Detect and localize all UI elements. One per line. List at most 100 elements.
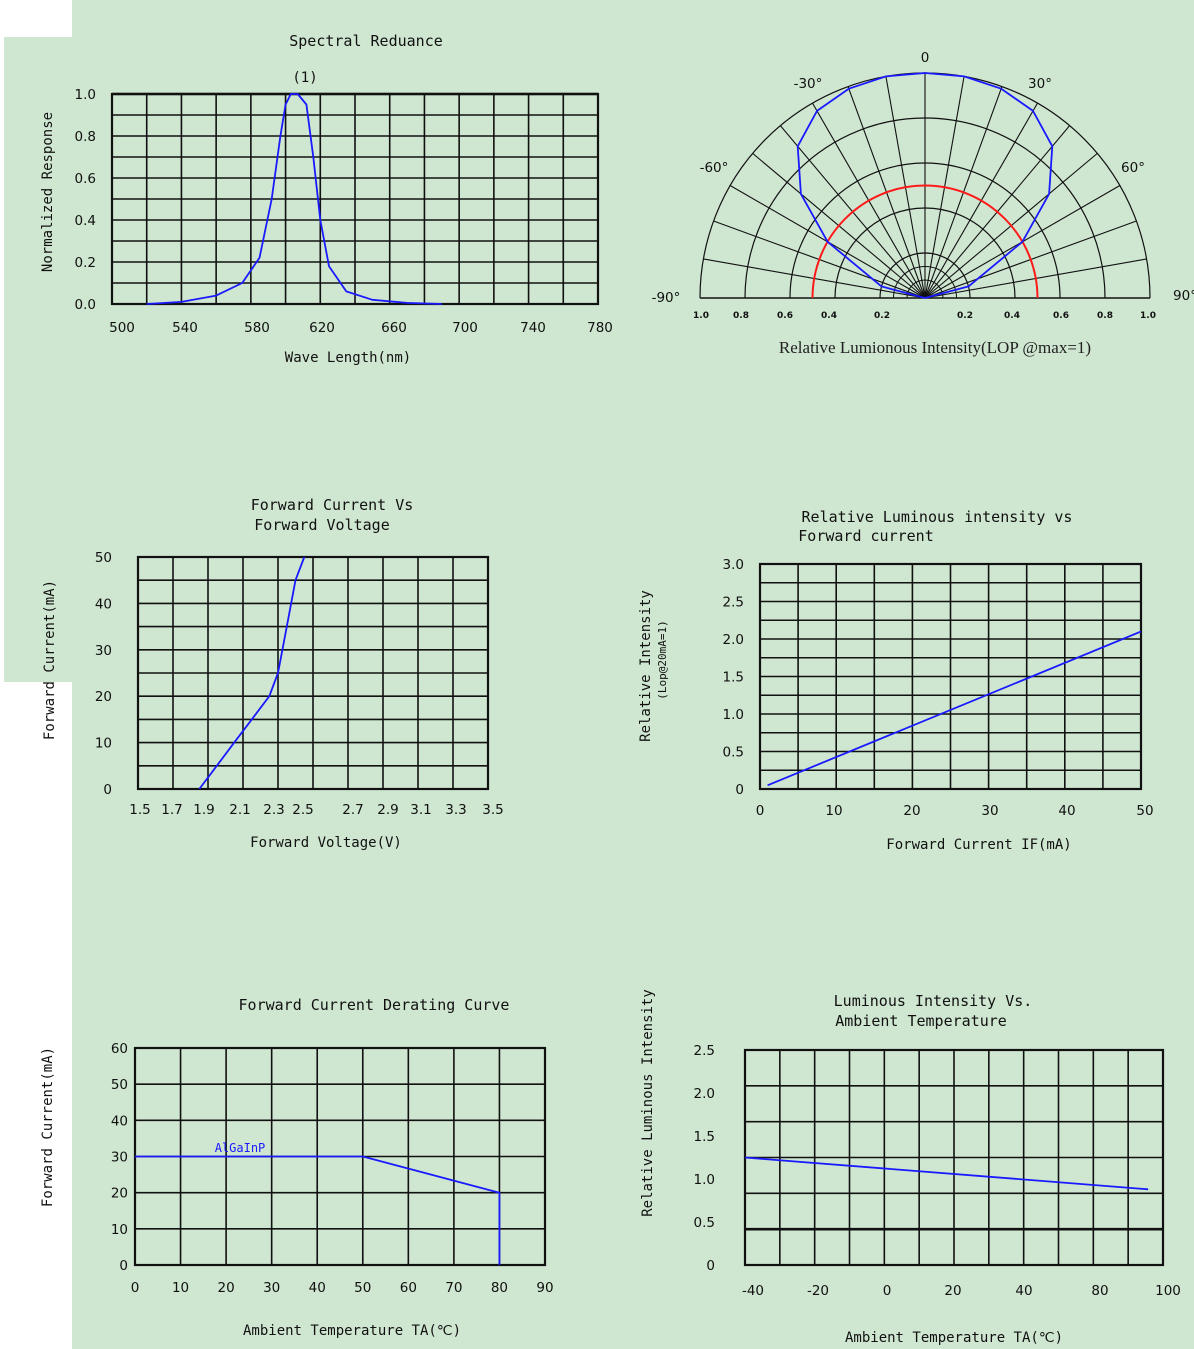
- polar-radial-tick-right: 1.0: [1140, 311, 1156, 321]
- y-tick-label: 30: [95, 643, 112, 659]
- x-tick-label: 2.9: [377, 802, 398, 818]
- polar-reference-circle: [811, 184, 1039, 299]
- y-tick-label: 0.5: [723, 745, 744, 761]
- x-tick-label: 3.3: [445, 802, 466, 818]
- y-tick-label: 60: [111, 1041, 128, 1057]
- x-tick-label: 50: [1136, 803, 1153, 819]
- plot-frame: [110, 92, 600, 306]
- x-tick-label: 780: [587, 320, 613, 336]
- if-vf-title: Forward Current Vs: [251, 496, 414, 514]
- series-line: [146, 93, 442, 305]
- iv-if-xlabel: Forward Current IF(mA): [886, 837, 1071, 853]
- derating-chart: Forward Current Derating Curve Ambient T…: [40, 996, 554, 1339]
- x-tick-label: -20: [807, 1283, 829, 1299]
- derating-annotation: AlGaInP: [215, 1141, 266, 1155]
- iv-if-title-line2: Forward current: [798, 527, 933, 545]
- y-tick-label: 1.0: [75, 87, 96, 103]
- y-tick-label: 10: [111, 1222, 128, 1238]
- y-tick-label: 0.8: [75, 129, 96, 145]
- y-tick-label: 2.5: [694, 1043, 715, 1059]
- y-tick-label: 0.6: [75, 171, 96, 187]
- plot-frame: [758, 562, 1143, 791]
- y-tick-label: 0.2: [75, 255, 96, 271]
- x-tick-label: 40: [309, 1280, 326, 1296]
- series-line: [744, 1156, 1149, 1191]
- iv-if-ylabel: Relative Intensity: [638, 590, 654, 742]
- x-tick-label: 60: [400, 1280, 417, 1296]
- y-tick-label: 20: [111, 1186, 128, 1202]
- polar-angle-label: -30°: [794, 76, 823, 92]
- x-tick-label: 1.9: [193, 802, 214, 818]
- polar-angle-label: 60°: [1121, 160, 1145, 176]
- polar-plot: 0 -30° 30° -60° 60° -90° 90° 1.0 0.8 0.6 0.4 0.2 0.2…: [652, 50, 1194, 321]
- iv-if-ylabel-line2: (Lop@20mA=1): [656, 620, 669, 699]
- x-tick-label: 30: [263, 1280, 280, 1296]
- y-tick-label: 0.4: [75, 213, 96, 229]
- y-tick-label: 2.0: [694, 1086, 715, 1102]
- derating-ylabel: Forward Current(mA): [40, 1047, 56, 1207]
- x-tick-label: 90: [536, 1280, 553, 1296]
- x-tick-label: 660: [381, 320, 407, 336]
- x-tick-label: 620: [309, 320, 335, 336]
- series-line: [135, 1155, 501, 1265]
- series-line: [767, 630, 1142, 787]
- polar-pattern-line: [796, 72, 1054, 299]
- derating-plot: 0 10 20 30 40 50 60 70 80 90 0 10 20 30 40 50 60: [111, 1041, 554, 1296]
- y-tick-label: 50: [111, 1077, 128, 1093]
- x-tick-label: 2.5: [292, 802, 313, 818]
- x-tick-label: 3.1: [410, 802, 431, 818]
- derating-xlabel: Ambient Temperature TA(℃): [243, 1323, 461, 1339]
- x-tick-label: 2.1: [229, 802, 250, 818]
- y-tick-label: 2.5: [723, 595, 744, 611]
- y-tick-label: 0: [735, 782, 744, 798]
- iv-if-plot: 0 10 20 30 40 50 0 0.5 1.0 1.5 2.0 2.5 3.0: [723, 557, 1154, 819]
- if-vf-plot: 1.5 1.7 1.9 2.1 2.3 2.5 2.7 2.9 3.1 3.3 3.5 0 10 20 30…: [95, 550, 504, 818]
- x-tick-label: 2.7: [342, 802, 363, 818]
- polar-radial-tick-left: 0.8: [733, 311, 749, 321]
- polar-xlabel: Relative Lumionous Intensity(LOP @max=1): [779, 338, 1091, 357]
- background-panel: [72, 0, 1194, 1349]
- series-line: [198, 556, 306, 790]
- y-tick-label: 40: [111, 1113, 128, 1129]
- y-tick-label: 1.0: [723, 707, 744, 723]
- y-tick-label: 1.5: [694, 1129, 715, 1145]
- x-tick-label: 740: [520, 320, 546, 336]
- x-tick-label: 1.7: [161, 802, 182, 818]
- background-corner: [0, 0, 72, 37]
- derating-title: Forward Current Derating Curve: [239, 996, 510, 1014]
- iv-ta-chart: Luminous Intensity Vs. Ambient Temperatu…: [640, 989, 1181, 1346]
- x-tick-label: -40: [742, 1283, 764, 1299]
- y-tick-label: 20: [95, 689, 112, 705]
- x-tick-label: 10: [172, 1280, 189, 1296]
- y-tick-label: 0: [103, 782, 112, 798]
- y-tick-label: 1.5: [723, 670, 744, 686]
- x-tick-label: 580: [244, 320, 270, 336]
- x-tick-label: 0: [756, 803, 765, 819]
- x-tick-label: 50: [354, 1280, 371, 1296]
- if-vf-title-line2: Forward Voltage: [254, 516, 389, 534]
- if-vf-ylabel: Forward Current(mA): [42, 580, 58, 740]
- x-tick-label: 1.5: [129, 802, 150, 818]
- polar-angle-label: -60°: [700, 160, 729, 176]
- polar-radial-tick-left: 0.4: [821, 311, 837, 321]
- x-tick-label: 20: [944, 1283, 961, 1299]
- iv-ta-title-line2: Ambient Temperature: [835, 1012, 1007, 1030]
- polar-angle-label: 30°: [1028, 76, 1052, 92]
- polar-radial-tick-left: 0.2: [874, 311, 890, 321]
- x-tick-label: 80: [1091, 1283, 1108, 1299]
- spectral-title: Spectral Reduance: [289, 32, 443, 50]
- spectral-annotation: (1): [292, 70, 317, 86]
- x-tick-label: 3.5: [482, 802, 503, 818]
- y-tick-label: 1.0: [694, 1172, 715, 1188]
- polar-radial-tick-left: 0.6: [777, 311, 793, 321]
- y-tick-label: 40: [95, 596, 112, 612]
- polar-radial-tick-left: 1.0: [693, 311, 709, 321]
- if-vf-xlabel: Forward Voltage(V): [250, 835, 402, 851]
- polar-radial-tick-right: 0.2: [957, 311, 973, 321]
- y-tick-label: 2.0: [723, 632, 744, 648]
- y-tick-label: 50: [95, 550, 112, 566]
- polar-angle-label: -90°: [652, 290, 681, 306]
- x-tick-label: 40: [1015, 1283, 1032, 1299]
- x-tick-label: 20: [218, 1280, 235, 1296]
